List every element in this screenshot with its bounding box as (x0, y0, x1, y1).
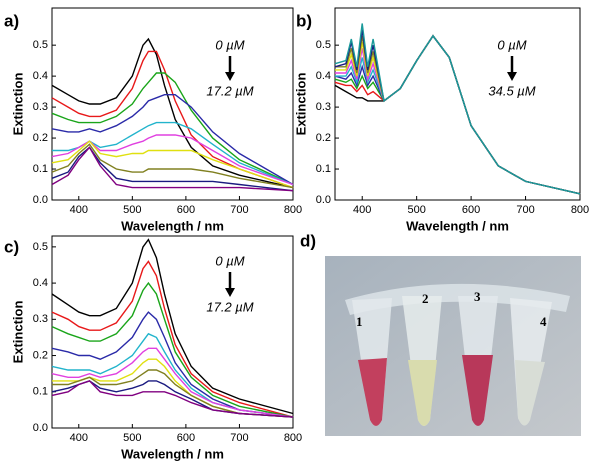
arrow-head (507, 72, 517, 81)
spectrum-line (51, 146, 294, 192)
x-tick-label: 800 (284, 204, 302, 216)
x-axis-label: Wavelength / nm (121, 218, 224, 233)
panel-label: c) (4, 237, 19, 256)
spectrum-line (334, 23, 581, 195)
x-tick-label: 600 (177, 204, 195, 216)
x-tick-label: 600 (177, 432, 195, 444)
spectrum-line (51, 72, 294, 186)
spectrum-line (334, 29, 581, 195)
annotation: 0 µM (215, 37, 244, 52)
x-tick-label: 700 (230, 432, 248, 444)
x-axis-label: Wavelength / nm (121, 446, 224, 461)
spectrum-line (51, 260, 294, 418)
tube-liquid (408, 360, 437, 426)
spectrum-line (52, 369, 294, 418)
y-tick-label: 0.5 (33, 39, 48, 51)
x-axis-label: Wavelength / nm (406, 218, 509, 233)
annotation: 17.2 µM (206, 83, 253, 98)
x-tick-label: 700 (230, 204, 248, 216)
spectrum-line (51, 311, 294, 418)
y-tick-label: 0.3 (316, 101, 331, 113)
spectrum-line (335, 34, 581, 195)
spectrum-line (51, 143, 294, 189)
y-tick-label: 0.3 (33, 313, 48, 325)
y-tick-label: 0.5 (33, 241, 48, 253)
y-tick-label: 0.3 (33, 101, 48, 113)
y-axis-label: Extinction (10, 301, 25, 364)
tube-label: 2 (422, 291, 429, 306)
spectrum-line (51, 50, 294, 189)
y-tick-label: 0.2 (33, 349, 48, 361)
annotation: 0 µM (215, 253, 244, 268)
panel-label: d) (300, 231, 316, 250)
annotation: 0 µM (497, 37, 526, 52)
spectrum-line (51, 37, 294, 189)
spectrum-line (52, 358, 294, 418)
y-tick-label: 0.1 (33, 163, 48, 175)
panel-label: b) (296, 11, 312, 30)
spectrum-line (51, 134, 294, 186)
photo: 1 2 3 4 (325, 256, 581, 436)
y-tick-label: 0.0 (33, 422, 48, 434)
tube-label: 1 (356, 314, 363, 329)
y-tick-label: 0.5 (316, 39, 331, 51)
y-tick-label: 0.4 (33, 277, 48, 289)
tube-label: 4 (540, 314, 547, 329)
tube-liquid (515, 360, 545, 426)
spectrum-line (51, 347, 294, 418)
x-tick-label: 700 (516, 204, 534, 216)
tube-liquid (462, 355, 493, 426)
spectrum-line (51, 146, 294, 192)
x-tick-label: 400 (70, 204, 88, 216)
annotation: 17.2 µM (206, 299, 253, 314)
plot-frame (51, 7, 294, 201)
y-tick-label: 0.2 (316, 132, 331, 144)
annotation: 34.5 µM (488, 83, 535, 98)
y-tick-label: 0.0 (33, 194, 48, 206)
x-tick-label: 500 (407, 204, 425, 216)
tube-liquid (358, 358, 387, 426)
x-tick-label: 600 (462, 204, 480, 216)
y-tick-label: 0.1 (33, 386, 48, 398)
x-tick-label: 400 (353, 204, 371, 216)
spectrum-line (51, 281, 294, 418)
spectrum-line (51, 94, 294, 186)
tube-rack (345, 283, 570, 315)
y-tick-label: 0.4 (316, 70, 331, 82)
y-tick-label: 0.2 (33, 132, 48, 144)
x-tick-label: 800 (284, 432, 302, 444)
spectrum-line (51, 380, 294, 418)
y-axis-label: Extinction (293, 73, 308, 136)
y-tick-label: 0.4 (33, 70, 48, 82)
plot-frame (51, 235, 294, 429)
y-tick-label: 0.1 (316, 163, 331, 175)
arrow-head (225, 288, 235, 297)
spectrum-line (51, 332, 294, 418)
x-tick-label: 500 (123, 204, 141, 216)
plot-frame (334, 7, 581, 201)
tube-label: 3 (474, 289, 481, 304)
x-tick-label: 400 (70, 432, 88, 444)
x-tick-label: 800 (571, 204, 589, 216)
y-tick-label: 0.0 (316, 194, 331, 206)
arrow-head (225, 72, 235, 81)
x-tick-label: 500 (123, 432, 141, 444)
spectrum-line (51, 140, 294, 189)
y-axis-label: Extinction (10, 73, 25, 136)
spectrum-line (51, 238, 294, 415)
panel-label: a) (4, 11, 19, 30)
